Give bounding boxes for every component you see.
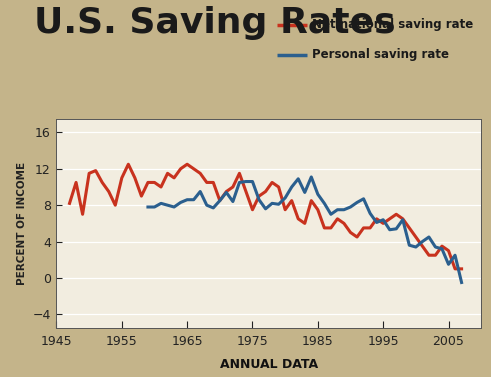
Text: U.S. Saving Rates: U.S. Saving Rates <box>34 6 396 40</box>
X-axis label: ANNUAL DATA: ANNUAL DATA <box>220 358 318 371</box>
Text: Net national saving rate: Net national saving rate <box>312 18 473 31</box>
Y-axis label: PERCENT OF INCOME: PERCENT OF INCOME <box>17 162 27 285</box>
Text: Personal saving rate: Personal saving rate <box>312 48 449 61</box>
